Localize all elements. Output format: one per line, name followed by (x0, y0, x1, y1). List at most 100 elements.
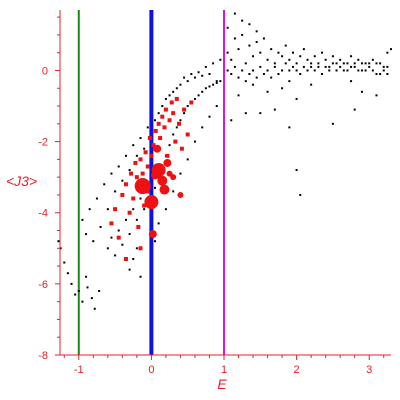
data-point (215, 80, 218, 83)
data-point (162, 125, 167, 130)
data-point (259, 51, 262, 54)
data-point (368, 65, 371, 68)
data-point (135, 218, 138, 221)
data-point (248, 73, 251, 76)
data-point (321, 51, 324, 54)
data-point (208, 85, 211, 88)
data-point (342, 62, 345, 65)
data-point (288, 58, 291, 61)
data-point (106, 208, 109, 211)
data-point (93, 307, 96, 310)
data-point (153, 128, 158, 133)
data-point (123, 256, 128, 261)
data-point (390, 48, 392, 51)
data-point (132, 257, 135, 260)
data-point (288, 69, 291, 72)
data-point (266, 58, 269, 61)
data-point (299, 73, 302, 76)
data-point (135, 247, 138, 250)
data-point (252, 55, 255, 58)
data-point (306, 58, 309, 61)
data-point (128, 233, 131, 236)
data-point (382, 65, 385, 68)
data-point (291, 51, 294, 54)
reference-lines (77, 10, 225, 355)
data-point (281, 87, 284, 90)
data-point (215, 105, 218, 108)
data-point (201, 74, 204, 77)
data-point (168, 94, 171, 97)
data-point (215, 81, 218, 84)
data-point (193, 140, 196, 143)
data-point (331, 55, 334, 58)
data-point (172, 90, 175, 93)
data-point (237, 48, 240, 51)
data-point (201, 126, 204, 129)
data-point (230, 73, 233, 76)
data-point (179, 83, 182, 86)
data-point (139, 137, 142, 140)
data-point (302, 65, 305, 68)
data-point (190, 73, 193, 76)
data-point (233, 37, 236, 40)
data-point (159, 184, 170, 195)
data-point (156, 121, 161, 126)
data-point (335, 69, 338, 72)
data-point (136, 224, 141, 229)
axes (55, 10, 391, 360)
data-point (226, 26, 229, 29)
data-point (252, 69, 255, 72)
data-point (368, 62, 371, 65)
data-point (99, 225, 102, 228)
data-point (175, 87, 178, 90)
data-point (166, 170, 173, 177)
data-point (167, 118, 172, 123)
data-point (353, 108, 356, 111)
data-point (116, 235, 121, 240)
data-point (88, 208, 91, 211)
data-point (193, 76, 196, 79)
data-point (310, 62, 313, 65)
y-axis-title: <J3> (6, 173, 37, 189)
x-axis-title: E (217, 376, 227, 392)
data-point (189, 100, 194, 105)
data-point (185, 132, 190, 137)
data-point (386, 51, 389, 54)
data-point (317, 62, 320, 65)
data-point (143, 208, 146, 211)
data-point (284, 62, 287, 65)
data-point (110, 172, 113, 175)
data-point (153, 144, 162, 153)
data-point (288, 126, 291, 129)
data-point (177, 191, 184, 198)
data-point (57, 240, 60, 243)
data-point (134, 178, 151, 195)
x-tick-label: 1 (221, 364, 227, 376)
data-point (140, 171, 145, 176)
data-point (131, 196, 136, 201)
data-point (379, 62, 382, 65)
data-point (95, 197, 98, 200)
data-point (339, 65, 342, 68)
data-point (324, 65, 327, 68)
data-point (273, 62, 276, 65)
data-point (81, 218, 84, 221)
data-point (197, 71, 200, 74)
data-point (386, 73, 389, 76)
data-point (193, 97, 196, 100)
data-point (266, 90, 269, 93)
series-black-points (57, 12, 392, 310)
data-point (262, 73, 265, 76)
data-point (147, 136, 152, 141)
data-point (132, 208, 135, 211)
data-point (375, 62, 378, 65)
data-point (248, 44, 251, 47)
data-point (244, 112, 247, 115)
data-point (172, 133, 175, 136)
data-point (219, 80, 222, 83)
data-point (176, 121, 181, 126)
y-tick-label: -6 (38, 279, 48, 291)
data-point (208, 73, 211, 76)
data-point (168, 144, 171, 147)
data-point (128, 169, 131, 172)
